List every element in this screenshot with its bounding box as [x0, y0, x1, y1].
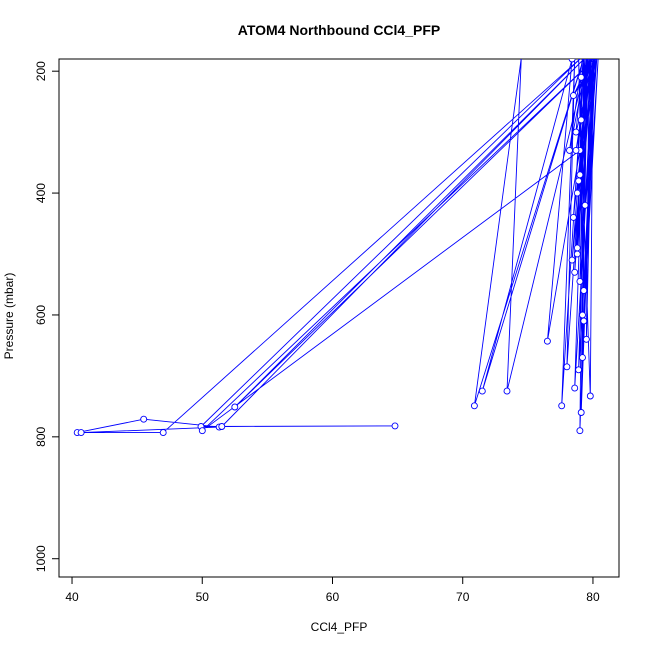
- y-tick-label: 800: [34, 427, 48, 447]
- x-tick-label: 80: [586, 590, 600, 604]
- data-point: [573, 189, 581, 197]
- data-point: [575, 177, 583, 185]
- data-point: [478, 387, 486, 395]
- data-point: [577, 116, 585, 124]
- data-point: [571, 384, 579, 392]
- data-point: [566, 146, 573, 154]
- data-point: [576, 277, 584, 285]
- data-point: [573, 250, 581, 258]
- data-point: [571, 268, 579, 276]
- x-tick-label: 60: [326, 590, 340, 604]
- y-tick-label: 200: [34, 61, 48, 81]
- y-axis-label: Pressure (mbar): [2, 273, 16, 360]
- data-point: [558, 402, 566, 410]
- data-point: [577, 409, 585, 416]
- data-point: [563, 363, 571, 371]
- chart-title: ATOM4 Northbound CCl4_PFP: [238, 22, 440, 38]
- data-point: [579, 311, 586, 319]
- x-axis: 40 50 60 70 80: [65, 576, 600, 604]
- data-point: [573, 244, 581, 252]
- data-point: [576, 171, 584, 179]
- data-point: [218, 423, 226, 430]
- data-point: [569, 92, 577, 100]
- y-tick-label: 600: [34, 305, 48, 325]
- data-point: [198, 427, 206, 435]
- data-point: [159, 429, 167, 437]
- data-point: [568, 59, 576, 63]
- data-point: [503, 387, 511, 395]
- data-point: [579, 354, 586, 362]
- x-tick-label: 40: [65, 590, 79, 604]
- data-point: [568, 256, 576, 264]
- data-point: [572, 146, 580, 154]
- data-point: [543, 337, 551, 345]
- y-tick-label: 1000: [34, 545, 48, 572]
- y-tick-label: 400: [34, 183, 48, 203]
- data-point: [576, 427, 584, 435]
- y-axis: 200 400 600 800 1000: [34, 61, 60, 572]
- x-tick-label: 50: [196, 590, 210, 604]
- data-point: [580, 317, 588, 325]
- data-point: [582, 335, 590, 343]
- data-point: [586, 392, 594, 400]
- data-point: [577, 73, 585, 81]
- x-axis-label: CCl4_PFP: [311, 620, 368, 634]
- data-point: [581, 201, 589, 209]
- series-line-0: [77, 59, 599, 434]
- data-point: [575, 366, 583, 374]
- data-point: [580, 287, 588, 295]
- data-point: [569, 213, 577, 221]
- data-point: [391, 422, 399, 430]
- data-point: [231, 403, 239, 411]
- x-tick-label: 70: [456, 590, 470, 604]
- data-point: [470, 402, 478, 410]
- data-point: [572, 128, 580, 136]
- data-point: [140, 415, 148, 423]
- data-point: [77, 429, 85, 437]
- series-layer: [73, 59, 599, 437]
